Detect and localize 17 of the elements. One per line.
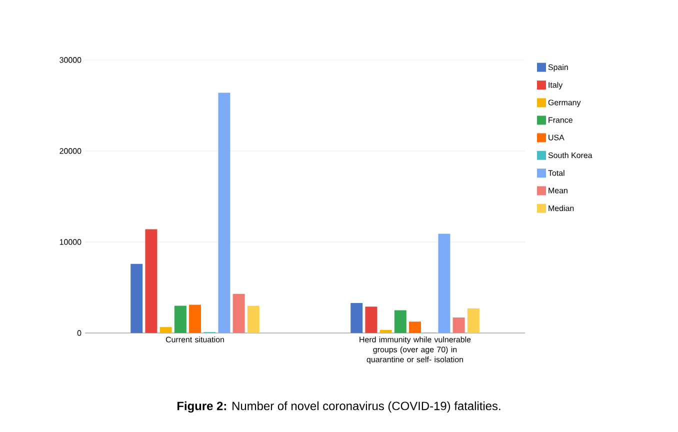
bar [438,234,450,333]
bar [174,306,186,333]
bar [452,318,465,333]
text: Figure 2: Number of novel coronavirus (COVID-19) fatalities. [177,401,500,413]
bar [160,327,172,333]
bar [130,264,143,333]
bar [380,330,392,333]
bar [394,310,406,333]
bar [232,294,245,333]
bar [365,306,378,333]
bar [218,92,230,333]
bar [409,322,422,333]
bar [350,302,363,333]
bar [467,308,480,333]
bar [145,229,158,333]
bar [247,306,260,333]
bar [189,304,202,333]
